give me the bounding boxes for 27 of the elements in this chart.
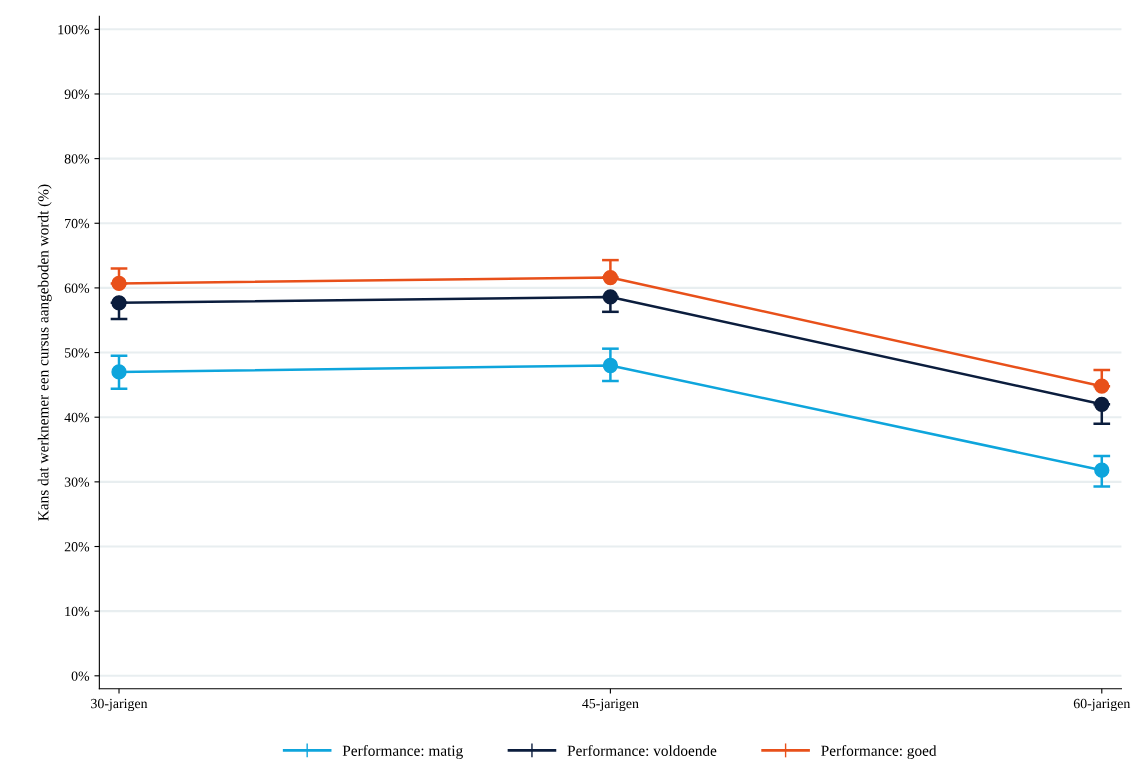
y-tick-label: 80% — [64, 154, 90, 164]
y-tick-label: 20% — [64, 542, 90, 552]
y-tick-label: 60% — [64, 283, 90, 293]
point — [111, 295, 127, 311]
legend-label: Performance: voldoende — [567, 744, 717, 756]
y-tick-label: 40% — [64, 412, 90, 423]
point — [602, 357, 619, 374]
y-tick-label: 70% — [65, 218, 90, 229]
legend-label: Performance: goed — [821, 744, 937, 760]
legend-label: Performance: matig — [342, 744, 463, 760]
x-tick-label: 30-jarigen — [91, 698, 148, 712]
point — [111, 275, 127, 292]
point — [602, 289, 619, 305]
x-tick-label: 60-jarigen — [1073, 698, 1131, 712]
y-tick-label: 50% — [64, 348, 90, 358]
y-tick-label: 30% — [64, 477, 90, 487]
x-tick-label: 45-jarigen — [582, 698, 639, 712]
y-tick-label: 10% — [65, 606, 90, 617]
y-tick-label: 100% — [58, 24, 90, 35]
point — [1094, 378, 1110, 394]
y-axis-title: Kans dat werknemer een cursus aangeboden wordt (%) — [37, 184, 52, 521]
y-tick-label: 0% — [71, 671, 90, 681]
point — [111, 364, 127, 380]
point — [602, 269, 619, 286]
point — [1094, 396, 1110, 412]
y-tick-label: 90% — [64, 89, 90, 99]
point — [1094, 462, 1110, 478]
